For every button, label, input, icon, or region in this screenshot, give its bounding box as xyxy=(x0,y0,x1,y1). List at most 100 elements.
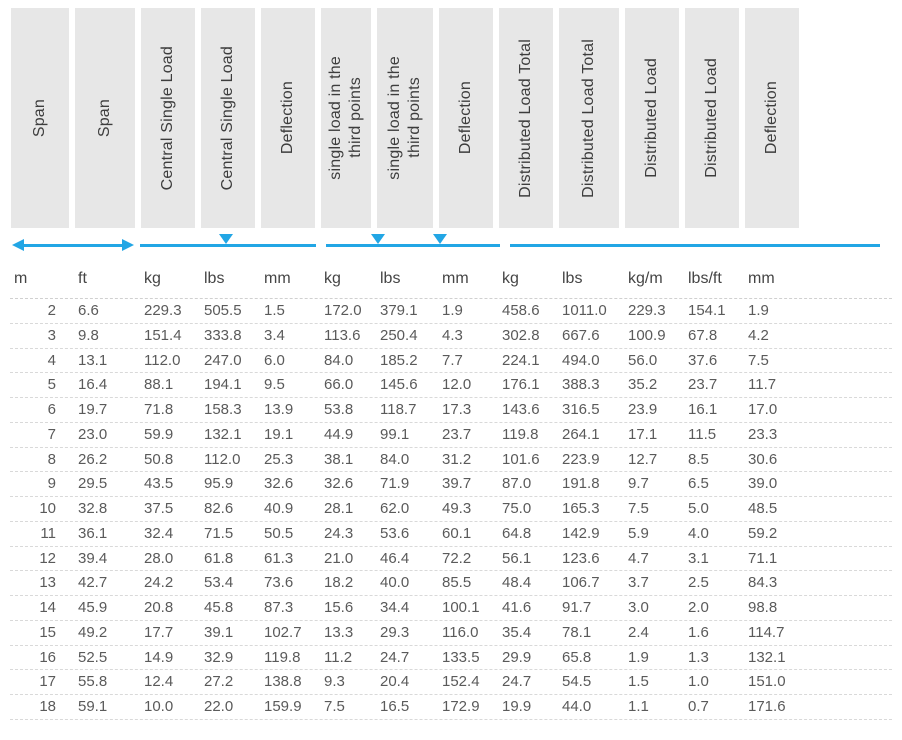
cell: 35.4 xyxy=(498,622,554,644)
cell: 13 xyxy=(10,572,70,594)
unit-label: kg xyxy=(320,270,372,288)
cell: 42.7 xyxy=(74,572,136,594)
table-row: 619.771.8158.313.953.8118.717.3143.6316.… xyxy=(10,398,892,423)
header-cell: single load in thethird points xyxy=(321,8,371,228)
cell: 2.5 xyxy=(684,572,740,594)
cell: 4.2 xyxy=(744,325,800,347)
cell: 23.3 xyxy=(744,424,800,446)
unit-row: mftkglbsmmkglbsmmkglbskg/mlbs/ftmm xyxy=(10,270,892,288)
cell: 316.5 xyxy=(558,399,620,421)
cell: 5.0 xyxy=(684,498,740,520)
distributed-load-line xyxy=(510,244,880,247)
cell: 45.8 xyxy=(200,597,256,619)
cell: 6.0 xyxy=(260,350,316,372)
cell: 0.7 xyxy=(684,696,740,718)
cell: 247.0 xyxy=(200,350,256,372)
cell: 1.9 xyxy=(438,300,494,322)
cell: 15.6 xyxy=(320,597,372,619)
cell: 78.1 xyxy=(558,622,620,644)
cell: 48.5 xyxy=(744,498,800,520)
cell: 6 xyxy=(10,399,70,421)
cell: 6.5 xyxy=(684,473,740,495)
header-label: Deflection xyxy=(763,75,781,160)
cell: 132.1 xyxy=(200,424,256,446)
cell: 154.1 xyxy=(684,300,740,322)
unit-label: mm xyxy=(438,270,494,288)
cell: 46.4 xyxy=(376,548,434,570)
cell: 24.7 xyxy=(498,671,554,693)
cell: 15 xyxy=(10,622,70,644)
cell: 19.1 xyxy=(260,424,316,446)
cell: 229.3 xyxy=(624,300,680,322)
cell: 8.5 xyxy=(684,449,740,471)
cell: 29.9 xyxy=(498,647,554,669)
header-label: Span xyxy=(96,93,114,143)
cell: 9.3 xyxy=(320,671,372,693)
cell: 9 xyxy=(10,473,70,495)
cell: 23.9 xyxy=(624,399,680,421)
cell: 13.3 xyxy=(320,622,372,644)
cell: 3.1 xyxy=(684,548,740,570)
cell: 10 xyxy=(10,498,70,520)
cell: 26.2 xyxy=(74,449,136,471)
load-table: SpanSpanCentral Single LoadCentral Singl… xyxy=(0,0,902,740)
table-row: 39.8151.4333.83.4113.6250.44.3302.8667.6… xyxy=(10,324,892,349)
cell: 1.0 xyxy=(684,671,740,693)
cell: 151.0 xyxy=(744,671,800,693)
cell: 494.0 xyxy=(558,350,620,372)
cell: 43.5 xyxy=(140,473,196,495)
cell: 13.1 xyxy=(74,350,136,372)
cell: 66.0 xyxy=(320,374,372,396)
cell: 59.9 xyxy=(140,424,196,446)
cell: 45.9 xyxy=(74,597,136,619)
cell: 32.8 xyxy=(74,498,136,520)
cell: 4.0 xyxy=(684,523,740,545)
cell: 56.1 xyxy=(498,548,554,570)
header-label: Deflection xyxy=(457,75,475,160)
cell: 37.6 xyxy=(684,350,740,372)
cell: 17.3 xyxy=(438,399,494,421)
header-cell: Deflection xyxy=(261,8,315,228)
cell: 388.3 xyxy=(558,374,620,396)
cell: 176.1 xyxy=(498,374,554,396)
cell: 53.4 xyxy=(200,572,256,594)
cell: 2 xyxy=(10,300,70,322)
table-row: 1755.812.427.2138.89.320.4152.424.754.51… xyxy=(10,670,892,695)
cell: 118.7 xyxy=(376,399,434,421)
unit-label: lbs xyxy=(200,270,256,288)
cell: 13.9 xyxy=(260,399,316,421)
cell: 7.5 xyxy=(624,498,680,520)
cell: 172.0 xyxy=(320,300,372,322)
cell: 39.0 xyxy=(744,473,800,495)
cell: 12.0 xyxy=(438,374,494,396)
header-label: Central Single Load xyxy=(219,40,237,196)
cell: 12.7 xyxy=(624,449,680,471)
cell: 667.6 xyxy=(558,325,620,347)
cell: 32.6 xyxy=(260,473,316,495)
table-row: 929.543.595.932.632.671.939.787.0191.89.… xyxy=(10,472,892,497)
header-cell: Span xyxy=(75,8,135,228)
cell: 21.0 xyxy=(320,548,372,570)
cell: 73.6 xyxy=(260,572,316,594)
cell: 38.1 xyxy=(320,449,372,471)
cell: 41.6 xyxy=(498,597,554,619)
cell: 40.0 xyxy=(376,572,434,594)
cell: 59.1 xyxy=(74,696,136,718)
cell: 132.1 xyxy=(744,647,800,669)
cell: 22.0 xyxy=(200,696,256,718)
cell: 1.1 xyxy=(624,696,680,718)
icon-strip xyxy=(10,230,892,260)
third-point-load-line xyxy=(326,244,500,247)
cell: 32.6 xyxy=(320,473,372,495)
cell: 61.8 xyxy=(200,548,256,570)
cell: 10.0 xyxy=(140,696,196,718)
cell: 95.9 xyxy=(200,473,256,495)
cell: 123.6 xyxy=(558,548,620,570)
cell: 3 xyxy=(10,325,70,347)
header-label: single load in thethird points xyxy=(326,50,366,186)
cell: 24.2 xyxy=(140,572,196,594)
cell: 4.7 xyxy=(624,548,680,570)
cell: 49.3 xyxy=(438,498,494,520)
cell: 7.5 xyxy=(320,696,372,718)
cell: 229.3 xyxy=(140,300,196,322)
